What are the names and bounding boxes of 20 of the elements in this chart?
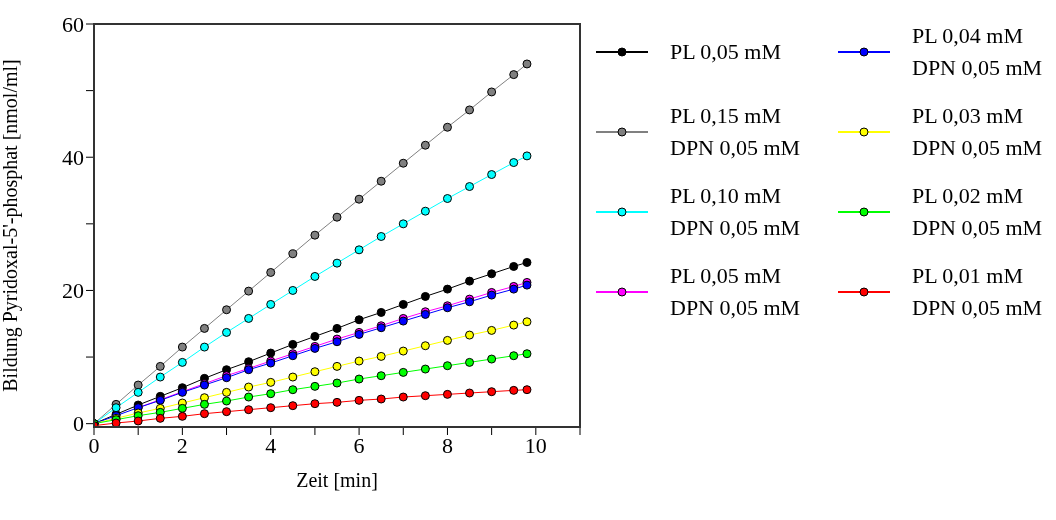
legend-label: PL 0,05 mM bbox=[670, 38, 782, 66]
legend-label: PL 0,04 mM DPN 0,05 mM bbox=[912, 22, 1043, 82]
x-tick-label: 8 bbox=[441, 432, 453, 458]
y-tick-label: 60 bbox=[62, 11, 84, 37]
legend-label: PL 0,03 mM DPN 0,05 mM bbox=[912, 102, 1043, 162]
y-tick-label: 20 bbox=[62, 278, 84, 304]
x-axis-title: Zeit [min] bbox=[296, 469, 378, 491]
legend-label: PL 0,01 mM DPN 0,05 mM bbox=[912, 262, 1043, 322]
x-tick-label: 6 bbox=[353, 432, 365, 458]
legend-label: PL 0,10 mM DPN 0,05 mM bbox=[670, 182, 801, 242]
x-tick-label: 2 bbox=[176, 432, 188, 458]
y-tick-label: 40 bbox=[62, 145, 84, 171]
legend-label: PL 0,05 mM DPN 0,05 mM bbox=[670, 262, 801, 322]
x-tick-label: 10 bbox=[524, 432, 547, 458]
legend-label: PL 0,15 mM DPN 0,05 mM bbox=[670, 102, 801, 162]
x-tick-label: 0 bbox=[88, 432, 100, 458]
y-tick-label: 0 bbox=[73, 411, 84, 437]
legend-label: PL 0,02 mM DPN 0,05 mM bbox=[912, 182, 1043, 242]
x-tick-label: 4 bbox=[265, 432, 277, 458]
y-axis-title: Bildung Pyridoxal-5'-phosphat [nmol/ml] bbox=[0, 59, 23, 392]
